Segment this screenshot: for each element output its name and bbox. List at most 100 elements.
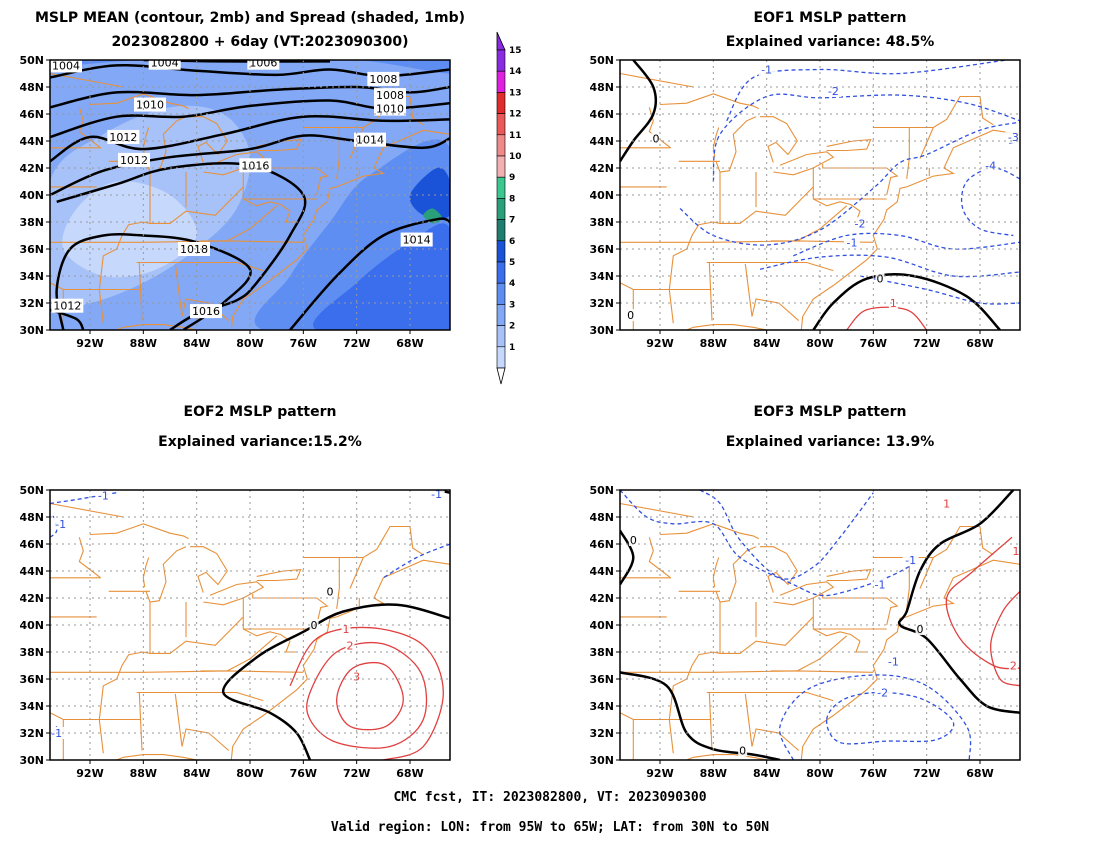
x-tick-label: 72W: [913, 767, 940, 780]
y-tick-label: 44N: [589, 135, 614, 148]
colorbar-label: 3: [509, 300, 515, 310]
y-tick-label: 46N: [19, 108, 44, 121]
eof2-panel-subtitle: Explained variance:15.2%: [158, 434, 362, 450]
contour-label: -4: [985, 159, 996, 172]
contour-label-bg: [107, 129, 140, 144]
isobar-1012: [50, 114, 450, 163]
x-tick-label: 84W: [753, 767, 780, 780]
boundary-line: [138, 692, 143, 751]
boundary-line: [50, 712, 141, 721]
spread-fill-1: [62, 181, 197, 278]
boundary-line: [200, 635, 278, 672]
contour-label: -2: [828, 85, 839, 98]
contour-label-bg: [888, 297, 898, 309]
contour-label: 1006: [249, 57, 277, 70]
contour-label: -1: [761, 63, 772, 76]
isobar-1014-south: [289, 217, 450, 330]
x-tick-label: 76W: [290, 337, 317, 350]
contour-label: 0: [653, 132, 660, 145]
footer-forecast-info: CMC fcst, IT: 2023082800, VT: 2023090300: [393, 790, 707, 805]
boundary-line: [906, 127, 910, 179]
boundary-line: [620, 72, 694, 88]
contour-label-bg: [400, 232, 433, 247]
eof3-panel: 0 -1 -1 -1 -2 0 0 1 2 1 92W 88W 84W 80W 76W 72W 68W 30N 32…: [589, 484, 1021, 780]
contour-label-bg: [134, 97, 166, 112]
contour-label-bg: [902, 554, 919, 567]
contour-label-bg: [872, 578, 888, 591]
eof3-panel-subtitle: Explained variance: 13.9%: [725, 434, 935, 450]
contour-label: 1010: [376, 103, 404, 116]
boundary-line: [686, 754, 767, 760]
contour-label: -3: [1008, 131, 1019, 144]
contour-label-bg: [852, 217, 868, 230]
colorbar-label: 13: [509, 88, 522, 98]
contour-label-bg: [374, 101, 406, 116]
boundary-line: [620, 240, 874, 243]
y-tick-label: 50N: [19, 484, 44, 497]
colorbar-label: 5: [509, 258, 515, 268]
eof3-contour-zero-west: [620, 529, 635, 586]
eof1-panel-subtitle: Explained variance: 48.5%: [725, 34, 935, 50]
eof2-contour-pos1: [289, 626, 444, 760]
y-tick-label: 36N: [19, 673, 44, 686]
y-tick-label: 36N: [589, 673, 614, 686]
contour-label: 1010: [136, 99, 164, 112]
eof2-panel: -1-1-100123-192W88W84W80W76W72W68W30N32N…: [19, 484, 451, 780]
boundary-line: [136, 691, 264, 702]
x-tick-label: 92W: [76, 337, 103, 350]
contour-label-bg: [844, 236, 860, 249]
y-tick-label: 30N: [589, 754, 614, 767]
contour-label: 1: [343, 623, 350, 636]
boundary-line: [142, 557, 150, 588]
x-tick-label: 68W: [966, 767, 993, 780]
contour-label: 1004: [52, 59, 80, 72]
eof1-contour-neg1c: [859, 275, 1020, 305]
y-tick-label: 50N: [589, 484, 614, 497]
eof1-contour-zero-south: [812, 273, 1001, 330]
mean-panel-subtitle: 2023082800 + 6day (VT:2023090300): [111, 34, 409, 50]
contour-label: -2: [855, 217, 866, 230]
y-tick-label: 42N: [19, 162, 44, 175]
boundary-line: [770, 635, 848, 672]
contour-label: 0: [630, 534, 637, 547]
contour-label-bg: [1005, 130, 1020, 143]
boundary-line: [190, 546, 228, 593]
colorbar-label: 7: [509, 216, 515, 226]
colorbar-swatch: [496, 92, 506, 114]
colorbar-label: 2: [509, 322, 515, 332]
contour-label-bg: [247, 60, 280, 70]
y-tick-label: 30N: [19, 754, 44, 767]
y-tick-label: 40N: [589, 619, 614, 632]
colorbar-swatch: [496, 304, 506, 326]
boundary-line: [822, 594, 899, 626]
contour-label: 1008: [369, 73, 397, 86]
contour-label-bg: [428, 490, 445, 501]
boundary-line: [668, 186, 814, 324]
contour-label-bg: [239, 158, 272, 173]
contour-label-bg: [50, 60, 82, 73]
contour-label-bg: [345, 639, 355, 652]
contour-label-bg: [325, 585, 335, 598]
x-tick-label: 80W: [236, 337, 263, 350]
y-tick-label: 34N: [19, 270, 44, 283]
spread-fill-5: [313, 223, 450, 330]
y-tick-label: 42N: [589, 162, 614, 175]
colorbar-swatch: [496, 176, 506, 199]
eof1-contour-neg1: [726, 60, 1007, 122]
contour-label-bg: [875, 272, 885, 285]
y-tick-label: 42N: [589, 592, 614, 605]
eof2-contour-zero: [222, 603, 450, 760]
x-tick-label: 68W: [966, 337, 993, 350]
contour-label: 0: [327, 585, 334, 598]
contour-label: 1012: [53, 300, 81, 313]
boundary-line: [336, 557, 340, 609]
mean-panel-title: MSLP MEAN (contour, 2mb) and Spread (sha…: [35, 10, 465, 26]
eof2-panel-title: EOF2 MSLP pattern: [183, 404, 337, 420]
eof2-plot-area: -1-1-100123-1: [50, 490, 450, 760]
x-tick-label: 88W: [130, 767, 157, 780]
boundary-line: [89, 523, 189, 540]
boundary-line: [706, 261, 834, 272]
